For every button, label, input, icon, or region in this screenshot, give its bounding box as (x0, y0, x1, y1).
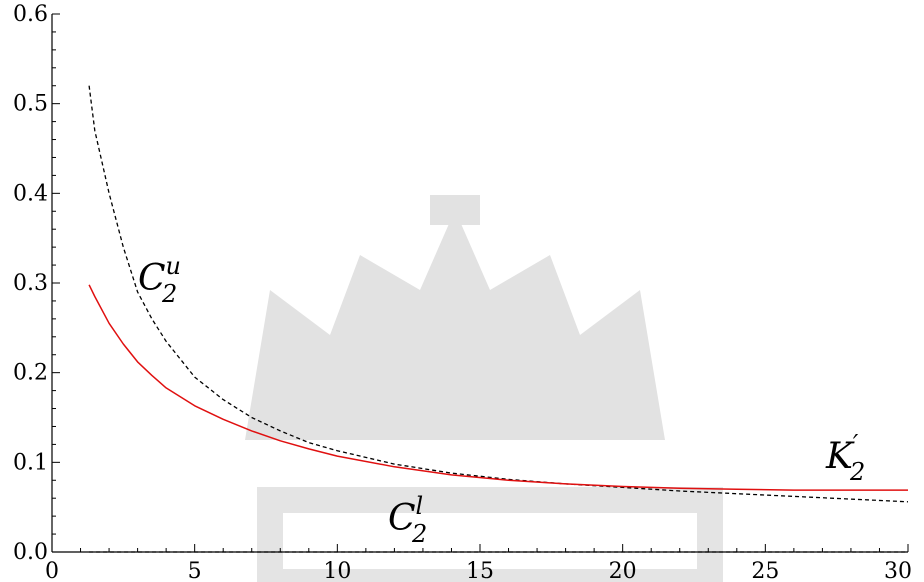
crown-watermark (245, 195, 723, 582)
x-tick-label: 5 (188, 559, 202, 582)
series-label-0: Cu (138, 252, 181, 299)
y-tick-label: 0.4 (13, 181, 48, 206)
series-label-1: K′ (825, 430, 859, 477)
curves (88, 85, 909, 553)
y-tick-label: 0.1 (13, 450, 48, 475)
series-label-2: Cl (388, 492, 423, 539)
y-tick-label: 0.5 (13, 92, 48, 117)
x-tick-label: 25 (751, 559, 779, 582)
series-line-1 (88, 284, 908, 491)
series-line-0 (88, 85, 909, 503)
series-label-sub-1: 2 (849, 458, 865, 486)
series-label-sub-2: 2 (411, 520, 427, 548)
x-tick-label: 20 (609, 559, 637, 582)
x-tick-label: 15 (466, 559, 494, 582)
series-label-sub-0: 2 (161, 280, 177, 308)
tick-labels: 0 5 10 15 20 25 30 0.0 0.1 0.2 0.3 0.4 0.5 0.6 (13, 2, 912, 582)
y-tick-label: 0.6 (13, 2, 48, 27)
x-tick-label: 0 (45, 559, 59, 582)
y-tick-label: 0.2 (13, 361, 48, 386)
x-tick-label: 10 (323, 559, 351, 582)
y-tick-label: 0.0 (13, 540, 48, 565)
x-tick-label: 30 (884, 559, 912, 582)
y-tick-label: 0.3 (13, 271, 48, 296)
